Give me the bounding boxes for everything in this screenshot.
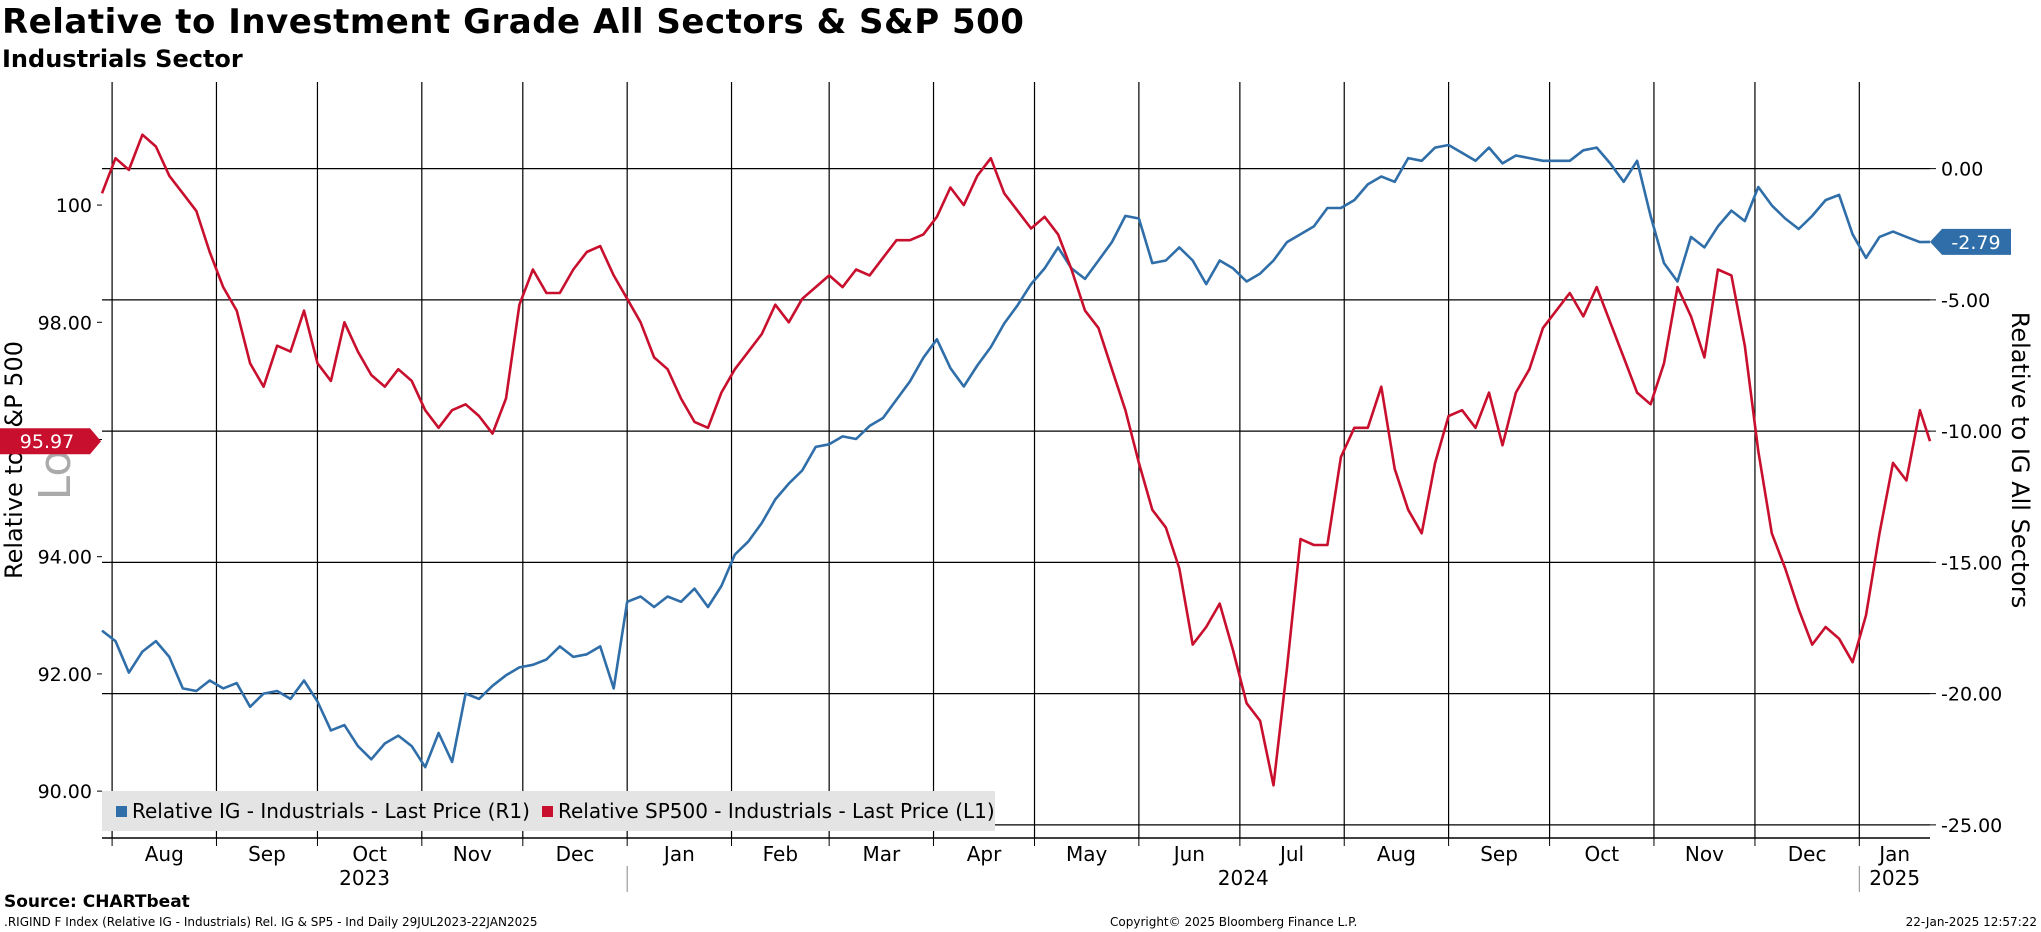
right-tick-label: -20.00 (1941, 684, 2002, 706)
legend-item-ig[interactable]: Relative IG - Industrials - Last Price (… (116, 799, 530, 823)
month-tick-label: Dec (556, 842, 595, 866)
month-tick-label: Jul (1278, 842, 1304, 866)
legend-swatch-sp500 (542, 805, 553, 817)
month-tick-label: Aug (145, 842, 184, 866)
month-tick-label: Jan (1877, 842, 1910, 866)
left-axis-title: Relative to S&P 500 (0, 341, 28, 579)
right-axis-title: Relative to IG All Sectors (2006, 312, 2034, 608)
month-tick-label: Sep (248, 842, 286, 866)
month-tick-label: Jun (1172, 842, 1205, 866)
right-tick-label: -5.00 (1941, 290, 1990, 312)
last-value-sp500: 95.97 (20, 431, 74, 453)
source-label: Source: CHARTbeat (4, 892, 190, 912)
page-title: Relative to Investment Grade All Sectors… (2, 2, 1025, 42)
last-value-tag-ig (1930, 228, 2011, 255)
copyright: Copyright© 2025 Bloomberg Finance L.P. (1110, 915, 1358, 929)
month-tick-label: Nov (1685, 842, 1724, 866)
month-tick-label: Dec (1788, 842, 1827, 866)
month-tick-label: Sep (1480, 842, 1518, 866)
timestamp: 22-Jan-2025 12:57:22 (1905, 915, 2037, 929)
month-tick-label: May (1066, 842, 1108, 866)
watermark: Lo (30, 450, 81, 501)
last-value-ig: -2.79 (1951, 232, 2000, 254)
left-tick-label: 94.00 (38, 547, 92, 569)
year-tick-label: 2025 (1869, 866, 1920, 890)
month-tick-label: Nov (453, 842, 492, 866)
month-tick-label: Jan (662, 842, 695, 866)
month-tick-label: Aug (1377, 842, 1416, 866)
legend-label-ig: Relative IG - Industrials - Last Price (… (132, 799, 530, 823)
legend-swatch-ig (116, 805, 127, 817)
right-tick-label: -10.00 (1941, 421, 2002, 443)
left-tick-label: 100 (56, 195, 92, 217)
year-tick-label: 2023 (339, 866, 390, 890)
last-value-tag-sp500 (0, 428, 101, 455)
month-tick-label: Apr (967, 842, 1002, 866)
month-tick-label: Oct (1584, 842, 1619, 866)
page-subtitle: Industrials Sector (2, 45, 243, 73)
right-tick-label: -25.00 (1941, 815, 2002, 837)
month-tick-label: Feb (763, 842, 798, 866)
right-tick-label: -15.00 (1941, 552, 2002, 574)
month-tick-label: Mar (862, 842, 901, 866)
legend-item-sp500[interactable]: Relative SP500 - Industrials - Last Pric… (542, 799, 995, 823)
left-tick-label: 98.00 (38, 312, 92, 334)
left-tick-label: 92.00 (38, 664, 92, 686)
right-tick-label: 0.00 (1941, 159, 1983, 181)
left-tick-label: 90.00 (38, 781, 92, 803)
series-line-sp500 (100, 133, 1932, 787)
legend-label-sp500: Relative SP500 - Industrials - Last Pric… (558, 799, 995, 823)
legend: Relative IG - Industrials - Last Price (… (102, 791, 995, 831)
series-line-ig (101, 143, 1931, 769)
year-tick-label: 2024 (1218, 866, 1269, 890)
month-tick-label: Oct (352, 842, 387, 866)
index-line: .RIGIND F Index (Relative IG - Industria… (4, 915, 538, 929)
